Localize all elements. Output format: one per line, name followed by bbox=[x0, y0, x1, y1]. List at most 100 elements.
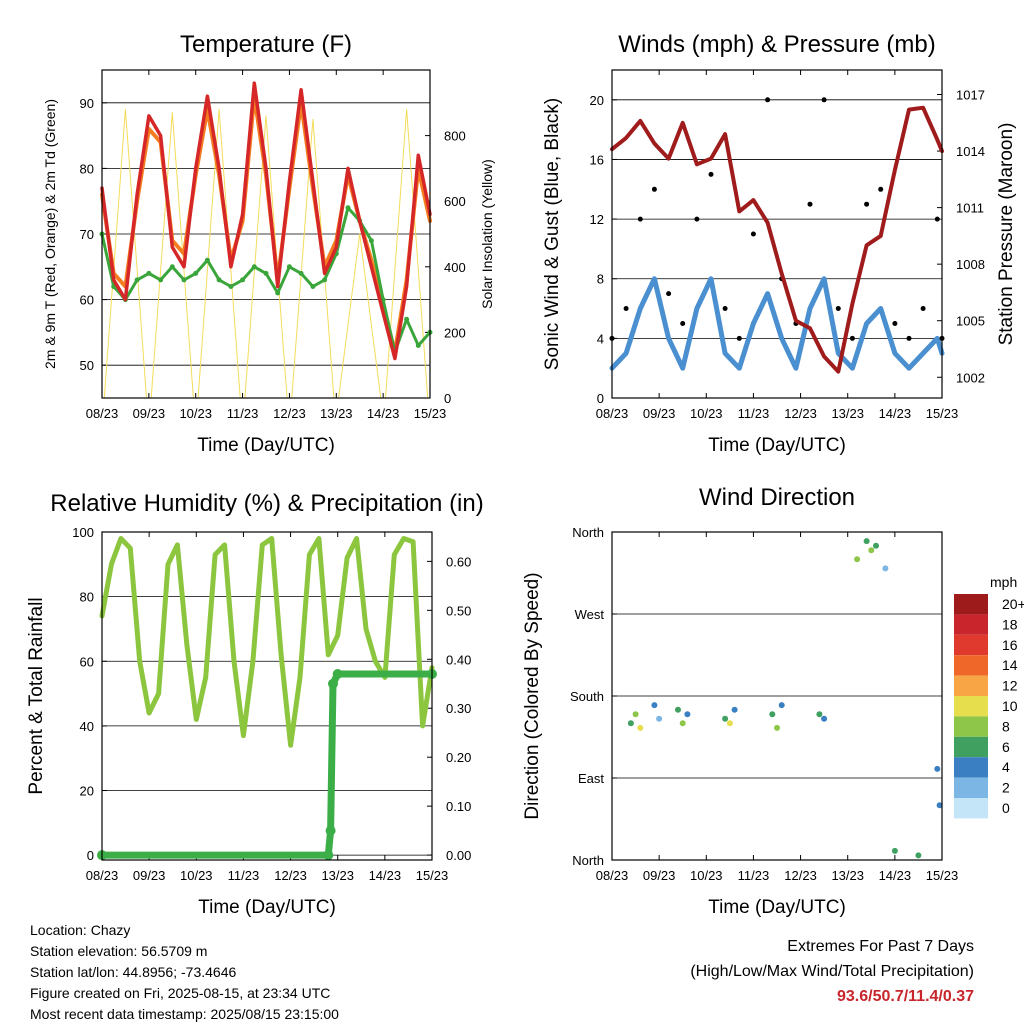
latlon-text: Station lat/lon: 44.8956; -73.4646 bbox=[30, 964, 237, 980]
y-tick-label: 50 bbox=[80, 358, 94, 373]
gust-point bbox=[835, 306, 841, 311]
gust-point bbox=[920, 306, 926, 311]
y-tick-label: 80 bbox=[80, 590, 94, 605]
x-tick-label: 08/23 bbox=[596, 868, 629, 883]
y-tick-label: 20 bbox=[80, 784, 94, 799]
legend-label: 14 bbox=[1002, 657, 1018, 673]
solar-line bbox=[101, 108, 431, 399]
x-tick-label: 08/23 bbox=[596, 406, 629, 421]
gust-point bbox=[680, 321, 686, 326]
x-axis-label: Time (Day/UTC) bbox=[197, 435, 335, 456]
x-tick-label: 15/23 bbox=[416, 868, 449, 883]
y-tick-label: West bbox=[575, 607, 605, 622]
dewpoint-line bbox=[100, 206, 432, 354]
y2-tick-label: 0.10 bbox=[446, 799, 471, 814]
dewpoint-point bbox=[275, 290, 281, 296]
y-tick-label: 20 bbox=[590, 93, 604, 108]
x-tick-label: 09/23 bbox=[643, 868, 676, 883]
y-axis-label: Direction (Colored By Speed) bbox=[522, 572, 543, 819]
y2-tick-label: 1008 bbox=[956, 257, 985, 272]
direction-point bbox=[684, 711, 691, 718]
direction-point bbox=[731, 706, 738, 713]
gust-point bbox=[878, 186, 884, 192]
x-tick-label: 15/23 bbox=[414, 406, 447, 421]
y2-tick-label: 1011 bbox=[956, 201, 984, 216]
y-tick-label: South bbox=[570, 689, 604, 704]
chart-title: Relative Humidity (%) & Precipitation (i… bbox=[50, 490, 483, 517]
direction-point bbox=[774, 724, 780, 731]
legend-swatch bbox=[954, 675, 988, 696]
direction-point bbox=[679, 720, 686, 727]
x-tick-label: 13/23 bbox=[831, 868, 864, 883]
y-tick-label: 60 bbox=[80, 654, 94, 669]
humidity-line bbox=[99, 536, 435, 748]
y-tick-label: 12 bbox=[590, 212, 604, 227]
legend-swatch bbox=[954, 757, 988, 778]
dewpoint-point bbox=[415, 343, 421, 348]
legend-label: 12 bbox=[1002, 678, 1018, 694]
precip-point bbox=[323, 850, 334, 861]
y2-axis-label: Solar Insolation (Yellow) bbox=[479, 159, 495, 309]
direction-point bbox=[637, 724, 644, 731]
gust-point bbox=[892, 321, 898, 326]
x-axis-label: Time (Day/UTC) bbox=[708, 435, 846, 456]
direction-point bbox=[778, 702, 785, 709]
extremes-box: Extremes For Past 7 Days (High/Low/Max W… bbox=[690, 934, 974, 1009]
dewpoint-point bbox=[310, 284, 316, 289]
gust-point bbox=[906, 335, 912, 341]
humidity-precip-panel: Relative Humidity (%) & Precipitation (i… bbox=[26, 490, 484, 918]
pressure-line bbox=[610, 105, 944, 374]
x-tick-label: 14/23 bbox=[367, 406, 400, 421]
y-tick-label: 0 bbox=[597, 391, 604, 406]
y-tick-label: 60 bbox=[80, 293, 94, 308]
x-tick-label: 08/23 bbox=[86, 868, 119, 883]
winds-pressure-panel: Winds (mph) & Pressure (mb) 08/23 09/23 10/… bbox=[542, 31, 1017, 456]
gust-point bbox=[722, 306, 728, 311]
gust-point bbox=[623, 306, 629, 311]
direction-point bbox=[675, 706, 681, 713]
plot-border bbox=[101, 531, 433, 861]
y2-tick-label: 400 bbox=[444, 260, 466, 275]
y2-tick-label: 0.40 bbox=[446, 652, 471, 667]
legend-label: 4 bbox=[1002, 759, 1010, 775]
dewpoint-point bbox=[134, 277, 140, 283]
direction-point bbox=[854, 556, 861, 563]
created-text: Figure created on Fri, 2025-08-15, at 23… bbox=[30, 985, 331, 1001]
dewpoint-point bbox=[322, 277, 328, 283]
gust-point bbox=[651, 186, 657, 192]
legend-swatch bbox=[954, 798, 988, 819]
direction-point bbox=[651, 702, 658, 709]
x-tick-label: 10/23 bbox=[180, 868, 213, 883]
dewpoint-point bbox=[216, 277, 222, 283]
dewpoint-point bbox=[263, 270, 269, 276]
legend-swatch bbox=[954, 696, 988, 717]
direction-point bbox=[934, 765, 941, 772]
x-tick-label: 15/23 bbox=[926, 406, 959, 421]
y-tick-label: 40 bbox=[80, 719, 94, 734]
y-tick-label: North bbox=[572, 525, 604, 540]
recent-text: Most recent data timestamp: 2025/08/15 2… bbox=[30, 1006, 339, 1022]
legend-label: 20+ bbox=[1002, 596, 1024, 612]
sonic-wind-line bbox=[609, 276, 945, 371]
dewpoint-point bbox=[193, 270, 199, 276]
x-axis-label: Time (Day/UTC) bbox=[198, 897, 336, 918]
x-tick-label: 11/23 bbox=[228, 868, 260, 883]
dewpoint-point bbox=[228, 284, 234, 289]
precip-point bbox=[328, 678, 338, 689]
y2-tick-label: 200 bbox=[444, 325, 466, 340]
direction-point bbox=[873, 542, 879, 549]
gust-point bbox=[666, 291, 672, 297]
precip-point bbox=[325, 825, 336, 836]
dewpoint-point bbox=[368, 238, 374, 244]
gust-point bbox=[765, 97, 771, 103]
direction-point bbox=[769, 711, 776, 718]
x-axis-label: Time (Day/UTC) bbox=[708, 897, 846, 918]
direction-point bbox=[656, 715, 663, 722]
x-tick-label: 08/23 bbox=[86, 406, 119, 421]
x-tick-label: 13/23 bbox=[831, 406, 864, 421]
direction-point bbox=[722, 715, 729, 722]
y2-tick-label: 0 bbox=[444, 391, 451, 406]
legend-label: 10 bbox=[1002, 698, 1018, 714]
gust-point bbox=[821, 97, 827, 103]
